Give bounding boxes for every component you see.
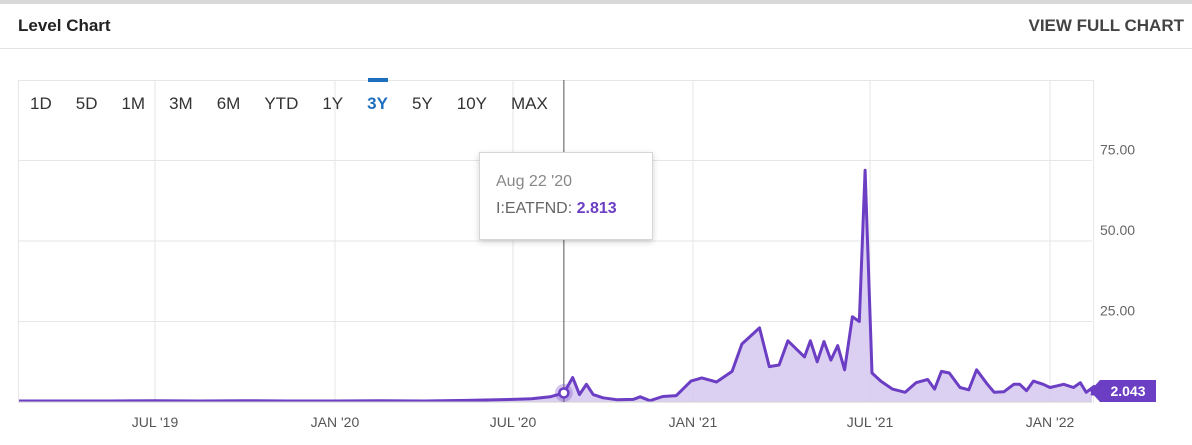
range-button-5d[interactable]: 5D bbox=[75, 94, 98, 113]
y-tick-label: 50.00 bbox=[1100, 222, 1135, 238]
y-tick-label: 75.00 bbox=[1100, 142, 1135, 158]
tooltip-date: Aug 22 '20 bbox=[496, 173, 573, 190]
tooltip-series: I:EATFND: 2.813 bbox=[496, 200, 617, 218]
range-button-1m[interactable]: 1M bbox=[121, 94, 146, 113]
series-line bbox=[19, 168, 1096, 403]
chart-tooltip: Aug 22 '20 I:EATFND: 2.813 bbox=[479, 152, 653, 240]
x-tick-label: JAN '21 bbox=[669, 414, 718, 430]
time-range-selector: 1D 5D 1M 3M 6M YTD 1Y 3Y 5Y 10Y MAX bbox=[18, 92, 560, 116]
x-tick-label: JAN '22 bbox=[1026, 414, 1075, 430]
last-value-badge: 2.043 bbox=[1090, 380, 1156, 402]
range-button-1y[interactable]: 1Y bbox=[322, 94, 344, 113]
range-button-max[interactable]: MAX bbox=[510, 94, 548, 113]
x-tick-label: JUL '20 bbox=[490, 414, 537, 430]
range-button-5y[interactable]: 5Y bbox=[411, 94, 433, 113]
range-button-ytd[interactable]: YTD bbox=[264, 94, 299, 113]
highlight-point bbox=[558, 387, 570, 399]
chart-frame bbox=[18, 80, 1094, 403]
top-rule bbox=[0, 0, 1192, 4]
x-tick-label: JUL '19 bbox=[132, 414, 179, 430]
range-button-10y[interactable]: 10Y bbox=[456, 94, 487, 113]
view-full-chart-link[interactable]: VIEW FULL CHART bbox=[1028, 16, 1184, 35]
range-button-6m[interactable]: 6M bbox=[216, 94, 241, 113]
range-button-3m[interactable]: 3M bbox=[169, 94, 193, 113]
header: Level Chart VIEW FULL CHART bbox=[0, 4, 1192, 49]
tooltip-value: 2.813 bbox=[576, 200, 617, 217]
y-tick-label: 25.00 bbox=[1100, 303, 1135, 319]
x-tick-label: JUL '21 bbox=[847, 414, 894, 430]
x-tick-label: JAN '20 bbox=[311, 414, 360, 430]
tooltip-label: I:EATFND: bbox=[496, 200, 573, 217]
range-button-1d[interactable]: 1D bbox=[30, 94, 52, 113]
page-title: Level Chart bbox=[18, 16, 111, 35]
range-button-3y[interactable]: 3Y bbox=[355, 92, 400, 116]
